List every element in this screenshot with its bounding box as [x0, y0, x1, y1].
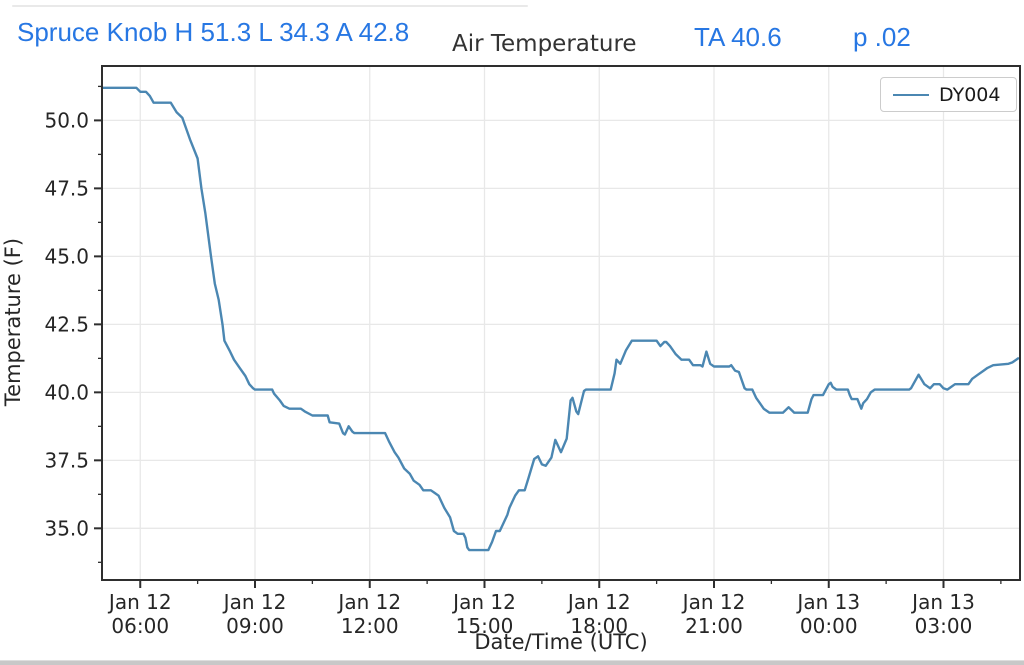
legend: DY004 — [880, 77, 1017, 112]
y-axis-label: Temperature (F) — [1, 237, 25, 407]
y-tick-label: 40.0 — [44, 380, 89, 404]
current-temp-readout: TA 40.6 — [694, 22, 782, 52]
x-tick-label: 00:00 — [800, 614, 858, 638]
x-tick-label: Jan 12 — [336, 590, 401, 614]
x-tick-label: 06:00 — [111, 614, 169, 638]
y-tick-label: 37.5 — [44, 448, 89, 472]
y-tick-label: 50.0 — [44, 108, 89, 132]
precip-readout: p .02 — [853, 22, 911, 52]
temperature-line — [100, 86, 1020, 552]
x-tick-label: Jan 12 — [451, 590, 516, 614]
window-bottom-edge — [0, 660, 1024, 665]
plot-border — [101, 65, 1021, 581]
x-tick-label: Jan 12 — [566, 590, 631, 614]
station-stats-text: Spruce Knob H 51.3 L 34.3 A 42.8 — [17, 17, 410, 47]
x-axis-label: Date/Time (UTC) — [474, 630, 648, 654]
x-tick-label: Jan 12 — [681, 590, 746, 614]
legend-line-sample-icon — [893, 93, 929, 96]
top-divider-line — [12, 5, 528, 7]
y-tick-label: 45.0 — [44, 244, 89, 268]
x-tick-label: Jan 12 — [107, 590, 172, 614]
x-tick-label: 09:00 — [226, 614, 284, 638]
x-tick-label: Jan 13 — [910, 590, 975, 614]
x-tick-label: Jan 12 — [222, 590, 287, 614]
legend-series-label: DY004 — [939, 83, 1001, 106]
x-tick-label: Jan 13 — [795, 590, 860, 614]
y-tick-label: 35.0 — [44, 516, 89, 540]
chart-title: Air Temperature — [452, 31, 637, 57]
x-tick-label: 03:00 — [915, 614, 973, 638]
y-tick-label: 47.5 — [44, 176, 89, 200]
x-tick-label: 21:00 — [685, 614, 743, 638]
x-tick-label: 12:00 — [341, 614, 399, 638]
x-tick-label: 18:00 — [570, 614, 628, 638]
y-tick-label: 42.5 — [44, 312, 89, 336]
x-tick-label: 15:00 — [456, 614, 514, 638]
